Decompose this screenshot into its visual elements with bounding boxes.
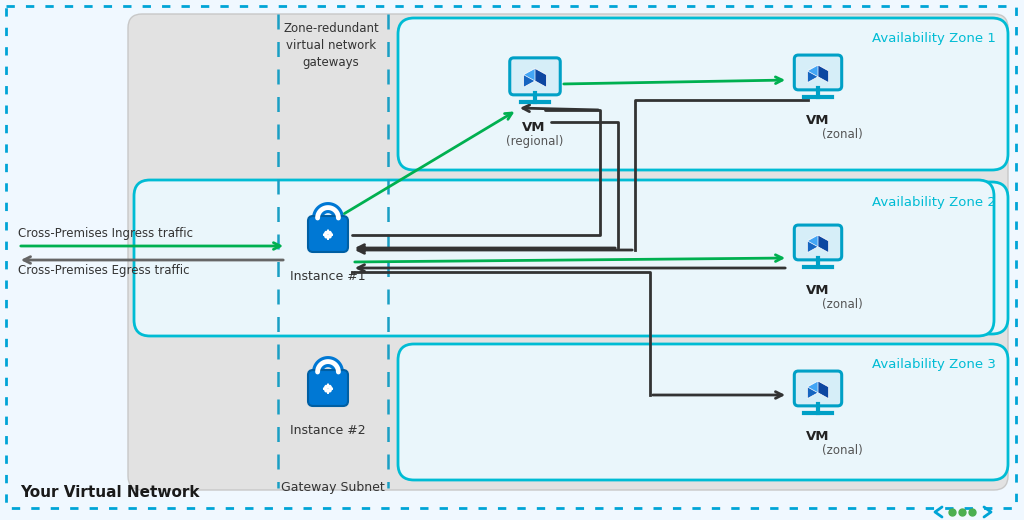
Polygon shape [807,381,828,393]
FancyBboxPatch shape [795,55,842,90]
Text: (zonal): (zonal) [822,444,863,457]
Text: Cross-Premises Egress traffic: Cross-Premises Egress traffic [18,264,189,277]
FancyBboxPatch shape [398,182,1008,334]
Text: VM: VM [806,284,829,297]
Text: Instance #1: Instance #1 [290,270,366,283]
Polygon shape [818,381,828,399]
FancyBboxPatch shape [795,371,842,406]
Text: Availability Zone 1: Availability Zone 1 [872,32,996,45]
Text: (zonal): (zonal) [822,298,863,311]
FancyBboxPatch shape [510,58,560,95]
FancyBboxPatch shape [398,344,1008,480]
Polygon shape [535,69,547,87]
Text: VM: VM [806,114,829,127]
FancyArrowPatch shape [523,105,598,112]
FancyArrowPatch shape [20,243,281,249]
Text: (zonal): (zonal) [822,128,863,141]
Polygon shape [807,65,828,77]
FancyBboxPatch shape [308,370,348,406]
Polygon shape [818,235,828,253]
FancyBboxPatch shape [398,18,1008,170]
Text: Cross-Premises Ingress traffic: Cross-Premises Ingress traffic [18,227,193,240]
FancyBboxPatch shape [128,14,1008,490]
Text: Zone-redundant
virtual network
gateways: Zone-redundant virtual network gateways [283,22,379,69]
Polygon shape [807,381,818,399]
FancyArrowPatch shape [354,255,782,262]
FancyArrowPatch shape [344,113,512,214]
Text: VM: VM [806,430,829,443]
Polygon shape [818,65,828,83]
Text: Availability Zone 2: Availability Zone 2 [872,196,996,209]
Polygon shape [523,69,547,81]
FancyArrowPatch shape [357,245,615,251]
Text: Instance #2: Instance #2 [290,424,366,437]
Text: Your Virtual Network: Your Virtual Network [20,485,200,500]
FancyArrowPatch shape [24,257,284,263]
FancyArrowPatch shape [564,77,782,84]
Polygon shape [807,235,828,247]
Text: VM: VM [522,121,546,134]
FancyBboxPatch shape [308,216,348,252]
FancyArrowPatch shape [357,265,785,271]
FancyBboxPatch shape [795,225,842,260]
FancyArrowPatch shape [652,392,782,398]
Polygon shape [807,65,818,83]
Polygon shape [807,235,818,253]
FancyBboxPatch shape [134,180,994,336]
Text: Gateway Subnet: Gateway Subnet [282,481,385,494]
FancyArrowPatch shape [357,246,632,253]
Polygon shape [523,69,535,87]
Text: Availability Zone 3: Availability Zone 3 [872,358,996,371]
Text: (regional): (regional) [506,135,563,148]
